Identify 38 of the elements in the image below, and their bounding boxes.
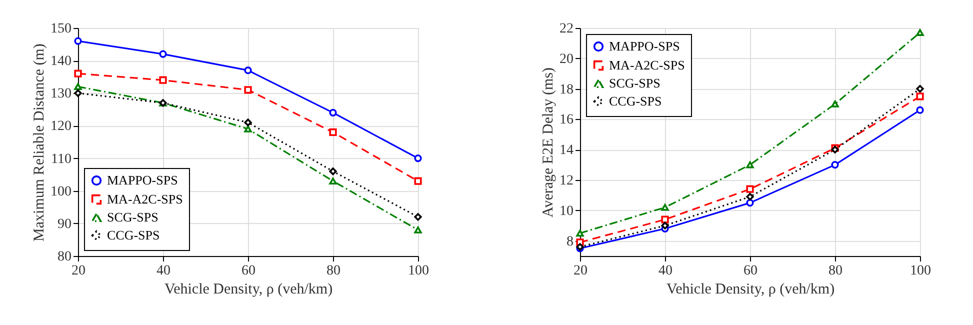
y-tick-label: 8 bbox=[566, 234, 574, 250]
x-tick-label: 40 bbox=[658, 264, 672, 278]
x-tick-label: 60 bbox=[744, 264, 758, 278]
y-tick-label: 10 bbox=[560, 204, 574, 219]
x-tick-label: 100 bbox=[910, 264, 931, 278]
x-tick-label: 40 bbox=[156, 264, 170, 278]
y-tick-label: 80 bbox=[58, 250, 72, 264]
x-axis-title: Vehicle Density, ρ (veh/km) bbox=[164, 282, 333, 298]
legend-label: MA-A2C-SPS bbox=[107, 192, 183, 206]
x-tick-label: 20 bbox=[72, 264, 86, 278]
y-tick-label: 18 bbox=[560, 82, 574, 98]
x-tick-label: 20 bbox=[574, 264, 588, 278]
y-tick-label: 100 bbox=[50, 184, 72, 200]
legend-label: MA-A2C-SPS bbox=[609, 58, 685, 72]
legend-label: MAPPO-SPS bbox=[107, 172, 178, 188]
y-axis-title: Average E2E Delay (ms) bbox=[540, 67, 556, 218]
legend-label: MAPPO-SPS bbox=[609, 38, 680, 54]
y-tick-label: 16 bbox=[560, 112, 574, 128]
y-tick-label: 120 bbox=[50, 119, 72, 134]
x-tick-label: 80 bbox=[326, 264, 340, 278]
x-tick-label: 100 bbox=[408, 264, 429, 278]
x-tick-label: 60 bbox=[242, 264, 256, 278]
y-tick-label: 130 bbox=[50, 86, 72, 102]
y-tick-label: 20 bbox=[560, 52, 574, 67]
y-tick-label: 12 bbox=[560, 174, 574, 188]
y-tick-label: 90 bbox=[58, 216, 72, 232]
x-tick-label: 80 bbox=[828, 264, 842, 278]
x-axis-title: Vehicle Density, ρ (veh/km) bbox=[666, 282, 835, 298]
legend-label: CCG-SPS bbox=[609, 94, 662, 108]
y-axis-title: Maximum Reliable Distance (m) bbox=[32, 44, 48, 242]
legend-label: CCG-SPS bbox=[107, 228, 160, 242]
y-tick-label: 22 bbox=[560, 22, 574, 36]
legend-label: SCG-SPS bbox=[609, 76, 660, 90]
y-tick-label: 150 bbox=[50, 22, 72, 36]
legend-label: SCG-SPS bbox=[107, 210, 158, 224]
y-tick-label: 14 bbox=[560, 143, 574, 158]
y-tick-label: 110 bbox=[51, 152, 72, 167]
y-tick-label: 140 bbox=[50, 54, 72, 70]
